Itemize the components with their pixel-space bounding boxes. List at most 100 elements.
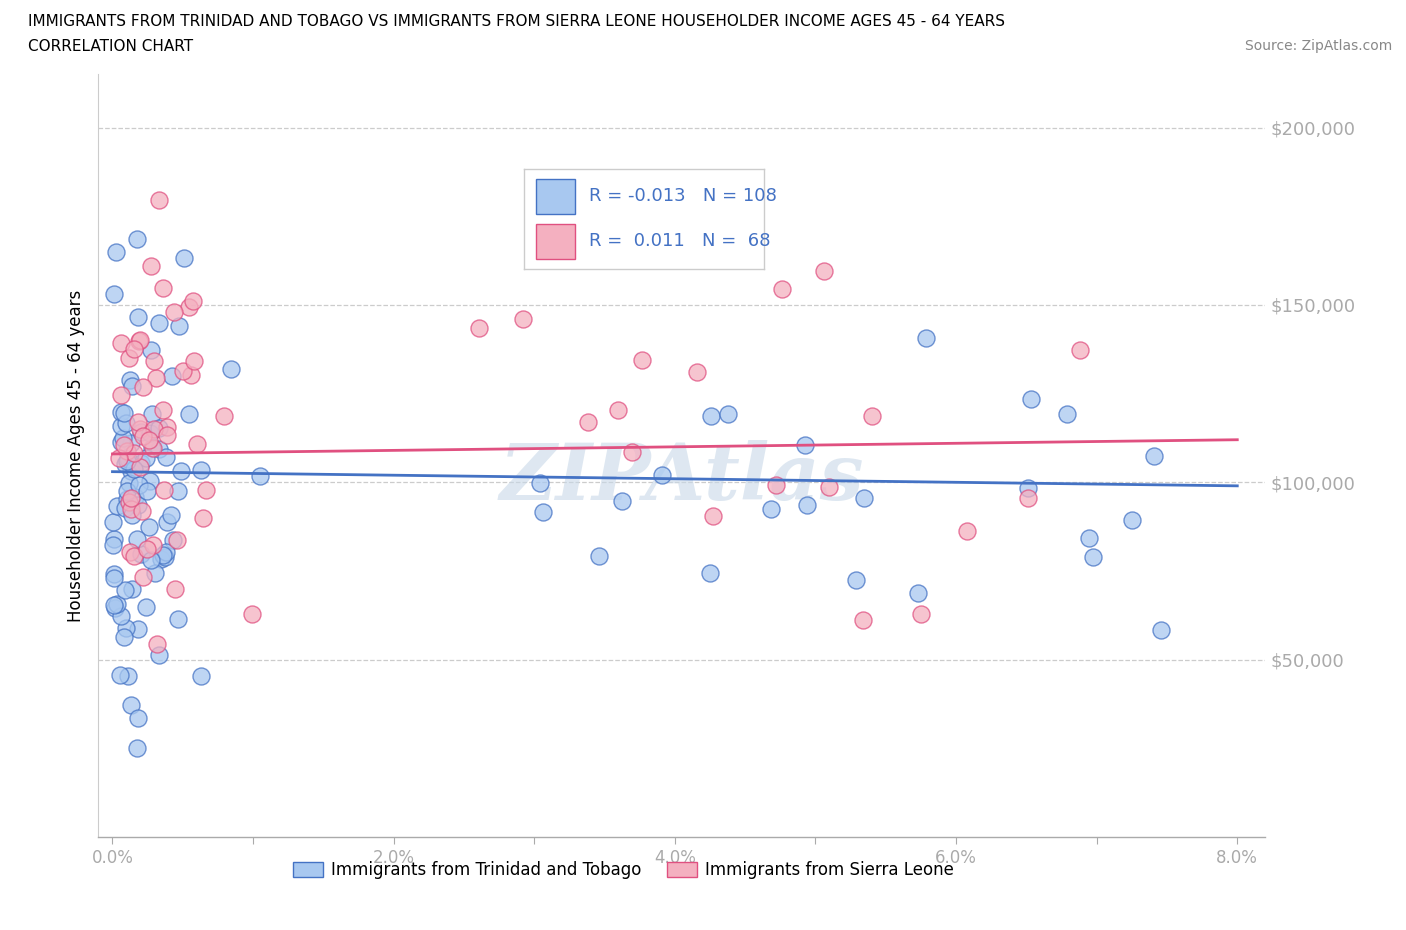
Point [853,490,876,505]
Point [112,630,135,644]
Point [818,480,841,495]
Point [128,459,150,474]
Point [110,608,132,623]
Point [607,403,630,418]
Point [148,315,170,330]
Point [110,335,132,350]
Point [166,484,188,498]
Point [110,418,132,433]
Point [135,600,157,615]
Point [173,251,195,266]
Point [212,408,235,423]
Point [128,333,150,348]
Point [121,508,143,523]
Point [141,406,163,421]
Point [1021,392,1043,406]
Point [110,435,132,450]
Point [117,451,139,466]
Point [103,286,125,301]
Point [240,606,263,621]
Point [156,515,179,530]
Point [845,572,868,587]
Point [630,352,652,367]
Point [156,419,179,434]
Y-axis label: Householder Income Ages 45 - 64 years: Householder Income Ages 45 - 64 years [66,289,84,622]
Point [153,550,176,565]
Point [142,538,165,552]
Point [152,403,174,418]
Text: R =  0.011   N =  68: R = 0.011 N = 68 [589,232,770,250]
Point [468,321,491,336]
Point [127,711,149,725]
Point [136,484,159,498]
Point [118,545,141,560]
Point [132,429,155,444]
Point [139,426,162,441]
Point [186,437,208,452]
Point [115,416,138,431]
Point [152,548,174,563]
Point [124,341,146,356]
Point [221,362,243,377]
Point [128,422,150,437]
FancyBboxPatch shape [537,224,575,259]
Point [121,581,143,596]
Point [193,511,215,525]
Point [127,498,149,512]
Point [139,343,162,358]
Point [138,520,160,535]
Point [118,372,141,387]
Point [112,438,135,453]
Point [685,365,707,379]
Point [531,504,554,519]
Point [143,565,166,580]
Point [105,498,128,513]
Point [108,668,131,683]
Point [122,461,145,476]
Point [114,457,136,472]
Point [114,620,136,635]
Point [118,475,141,490]
Point [131,503,153,518]
Point [910,606,932,621]
Point [141,441,163,456]
Point [120,435,142,450]
Point [139,259,162,273]
Point [115,444,138,458]
Point [148,420,170,435]
Point [121,379,143,393]
Point [170,463,193,478]
Point [114,500,136,515]
Point [190,668,212,683]
Point [165,582,187,597]
Point [131,547,153,562]
Point [128,334,150,349]
Point [717,406,740,421]
Point [160,369,183,384]
Point [110,388,132,403]
Point [122,445,145,460]
Point [120,698,142,712]
Text: R = -0.013   N = 108: R = -0.013 N = 108 [589,187,778,205]
Point [105,596,128,611]
Point [702,509,724,524]
Text: ZIPAtlas: ZIPAtlas [499,440,865,517]
Point [813,263,835,278]
Point [110,405,132,419]
Point [124,489,146,504]
Point [1017,481,1039,496]
Legend: Immigrants from Trinidad and Tobago, Immigrants from Sierra Leone: Immigrants from Trinidad and Tobago, Imm… [287,855,960,886]
Point [141,441,163,456]
Point [149,551,172,566]
Point [127,414,149,429]
Point [129,424,152,439]
Point [118,351,141,365]
Point [181,294,204,309]
Point [796,498,818,512]
Point [145,371,167,386]
Point [1150,622,1173,637]
Point [166,533,188,548]
Point [127,531,149,546]
Point [127,309,149,324]
Point [529,476,551,491]
